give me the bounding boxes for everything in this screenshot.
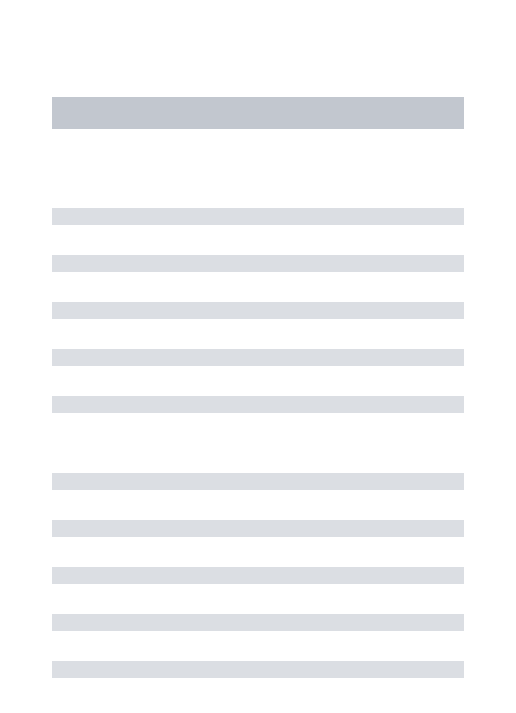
skeleton-line bbox=[52, 208, 464, 225]
skeleton-header-bar bbox=[52, 97, 464, 129]
skeleton-line-group-2 bbox=[52, 473, 464, 678]
skeleton-gap bbox=[52, 413, 464, 473]
skeleton-line bbox=[52, 302, 464, 319]
skeleton-line bbox=[52, 255, 464, 272]
skeleton-line-group-1 bbox=[52, 208, 464, 413]
skeleton-line bbox=[52, 396, 464, 413]
skeleton-line bbox=[52, 661, 464, 678]
skeleton-line bbox=[52, 567, 464, 584]
skeleton-line bbox=[52, 349, 464, 366]
skeleton-line bbox=[52, 520, 464, 537]
skeleton-loader bbox=[52, 97, 464, 678]
skeleton-line bbox=[52, 614, 464, 631]
skeleton-line bbox=[52, 473, 464, 490]
